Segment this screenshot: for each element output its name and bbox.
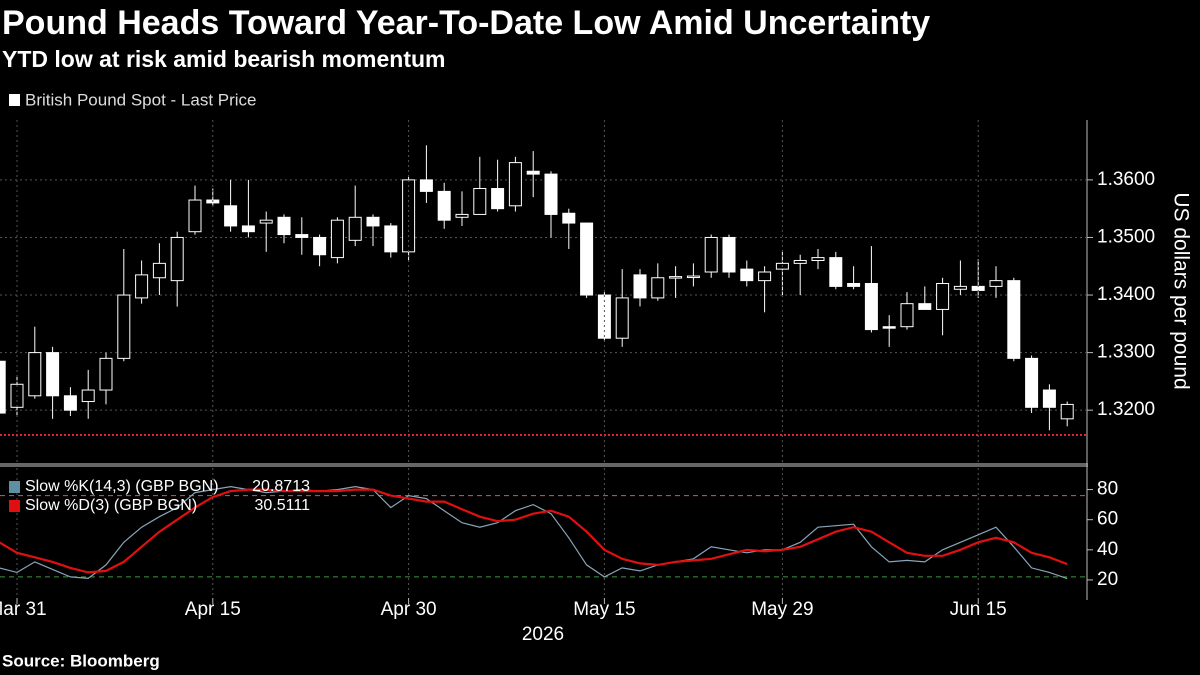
candle-body	[0, 360, 6, 414]
candle-body	[277, 216, 291, 236]
candle-body	[419, 179, 433, 192]
candle-body	[562, 212, 576, 224]
candle-body	[152, 262, 166, 279]
y-axis-label: US dollars per pound	[1169, 192, 1192, 389]
candle-body	[758, 271, 772, 282]
candle-body	[508, 162, 522, 207]
candle-body	[989, 280, 1003, 287]
y-tick-label: 1.3500	[1097, 226, 1155, 247]
candle-body	[491, 188, 505, 210]
candle-body	[580, 222, 594, 296]
y-tick-label: 60	[1097, 509, 1118, 530]
x-tick-label: May 29	[751, 599, 813, 620]
legend-label: Slow %D(3) (GBP BGN)	[25, 497, 197, 514]
candle-body	[722, 236, 736, 273]
candle-body	[793, 259, 807, 264]
candle-body	[740, 268, 754, 282]
candle-body	[669, 276, 683, 279]
candle-body	[1007, 280, 1021, 359]
candle-body	[259, 219, 273, 224]
candle-body	[686, 275, 700, 279]
y-tick-label: 1.3400	[1097, 284, 1155, 305]
candle-body	[704, 236, 718, 273]
candle-body	[473, 188, 487, 215]
candle-body	[526, 170, 540, 175]
x-tick-label: Apr 15	[185, 599, 241, 620]
candle-body	[882, 326, 896, 329]
y-tick-label: 40	[1097, 539, 1118, 560]
panel-separator	[0, 463, 1088, 467]
candle-body	[28, 352, 42, 397]
candle-body	[170, 236, 184, 282]
candle-body	[651, 277, 665, 299]
candle-body	[544, 173, 558, 215]
candle-body	[615, 297, 629, 339]
x-tick-label: May 15	[573, 599, 635, 620]
candle-body	[1025, 357, 1039, 408]
candle-body	[46, 352, 60, 397]
candle-body	[384, 225, 398, 253]
legend-label: British Pound Spot - Last Price	[25, 90, 257, 109]
y-tick-label: 1.3300	[1097, 342, 1155, 363]
candle-body	[313, 236, 327, 256]
candle-body	[811, 257, 825, 261]
candle-body	[864, 283, 878, 331]
candle-body	[1060, 403, 1074, 420]
candle-body	[135, 274, 149, 299]
candle-body	[847, 283, 861, 287]
candle-body	[437, 190, 451, 221]
candle-body	[366, 216, 380, 227]
candle-body	[829, 257, 843, 287]
candle-body	[918, 303, 932, 310]
candle-body	[295, 234, 309, 238]
x-axis-label: 2026	[522, 624, 564, 645]
chart-title: Pound Heads Toward Year-To-Date Low Amid…	[2, 4, 930, 42]
legend-swatch	[9, 481, 20, 493]
candle-body	[117, 294, 131, 359]
series-line	[0, 485, 1068, 580]
candle-body	[900, 303, 914, 328]
series-line	[0, 488, 1068, 574]
candle-body	[224, 205, 238, 227]
candle-body	[348, 216, 362, 241]
candle-body	[455, 213, 469, 218]
y-tick-label: 80	[1097, 479, 1118, 500]
legend-swatch	[9, 94, 20, 106]
x-tick-label: Mar 31	[0, 599, 47, 620]
candle-body	[936, 283, 950, 310]
candle-body	[63, 395, 77, 411]
x-tick-label: Jun 15	[950, 599, 1007, 620]
y-tick-label: 1.3600	[1097, 169, 1155, 190]
legend-label: Slow %K(14,3) (GBP BGN)	[25, 478, 219, 495]
candle-body	[81, 389, 95, 403]
candle-body	[953, 285, 967, 290]
candle-body	[633, 274, 647, 299]
candle-body	[330, 219, 344, 259]
candle-body	[188, 199, 202, 233]
candle-body	[1042, 389, 1056, 408]
legend-value: 30.5111	[255, 497, 311, 514]
y-tick-label: 20	[1097, 569, 1118, 590]
candle-body	[241, 225, 255, 233]
source: Source: Bloomberg	[2, 651, 160, 670]
y-tick-label: 1.3200	[1097, 399, 1155, 420]
chart-subtitle: YTD low at risk amid bearish momentum	[2, 46, 446, 72]
legend-value: 20.8713	[252, 478, 310, 495]
legend-swatch	[9, 500, 20, 512]
x-tick-label: Apr 30	[381, 599, 437, 620]
candle-body	[99, 357, 113, 391]
